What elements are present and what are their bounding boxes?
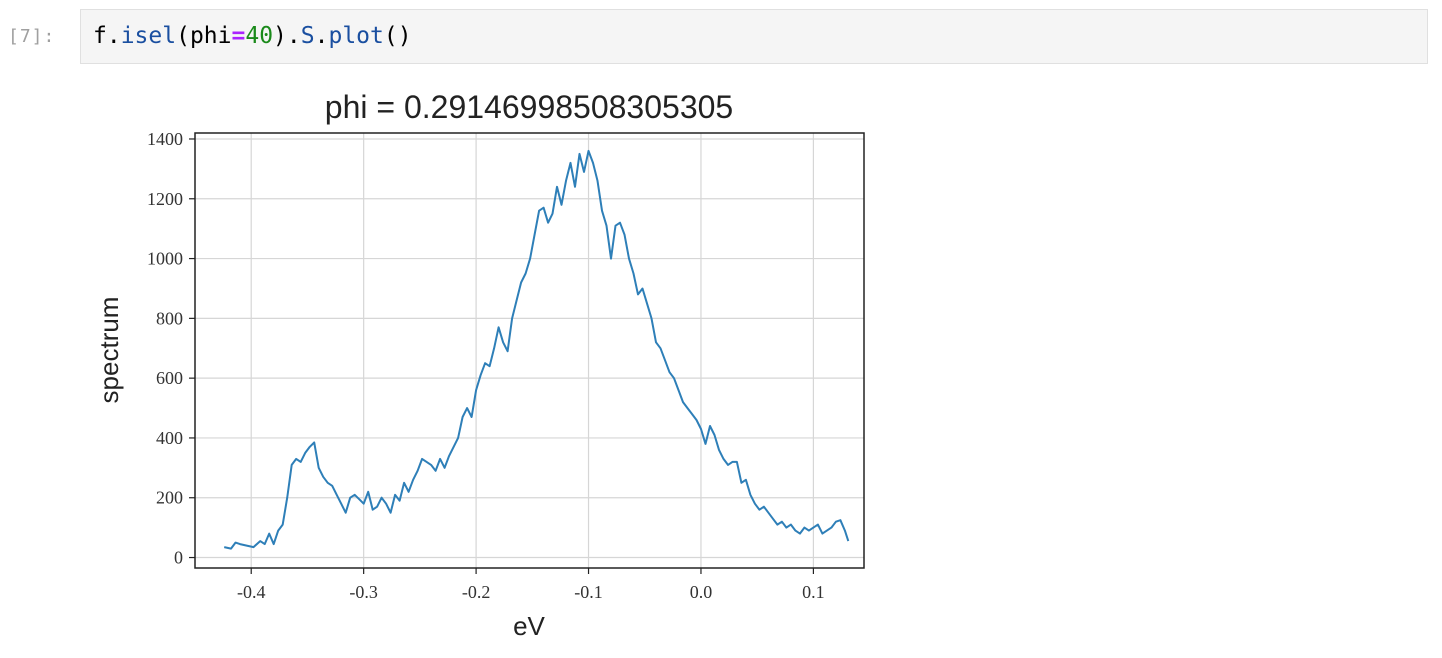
x-tick-label: -0.2 [462, 582, 491, 602]
y-tick-label: 1200 [147, 189, 183, 209]
code-token-method: isel [120, 23, 177, 49]
code-token-attribute: S [300, 23, 315, 49]
chart-title: phi = 0.29146998508305305 [325, 89, 733, 125]
execution-count: [7]: [8, 26, 56, 47]
code-token-number: 40 [245, 23, 274, 49]
plot-frame [194, 132, 865, 569]
data-series [223, 149, 850, 550]
code-token: f. [93, 23, 121, 49]
code-token-method: plot [328, 23, 384, 49]
y-tick-label: 200 [156, 488, 183, 508]
code-input-area[interactable]: f.isel(phi=40).S.plot() [80, 9, 1428, 64]
y-tick-label: 0 [174, 548, 183, 568]
grid-lines [195, 133, 864, 568]
x-axis-label: eV [513, 611, 545, 641]
y-tick-label: 1000 [147, 249, 183, 269]
x-tick-label: -0.4 [237, 582, 266, 602]
code-token: ). [273, 23, 301, 49]
y-axis-label: spectrum [94, 297, 124, 404]
y-tick-label: 800 [156, 308, 183, 328]
y-tick-label: 400 [156, 428, 183, 448]
spectrum-line-chart: phi = 0.29146998508305305 -0.4 -0.3 -0.2 -0… [94, 89, 865, 641]
cell-output: phi = 0.29146998508305305 -0.4 -0.3 -0.2 -0… [80, 78, 900, 653]
y-tick-label: 600 [156, 368, 183, 388]
code-token: (phi [176, 23, 232, 49]
x-tick-label: 0.0 [690, 582, 713, 602]
code-token: () [383, 23, 412, 49]
x-tick-label: -0.1 [574, 582, 603, 602]
x-tick-label: 0.1 [802, 582, 825, 602]
code-token: . [314, 23, 329, 49]
spectrum-line [223, 149, 850, 550]
y-tick-label: 1400 [147, 129, 183, 149]
code-token-operator: = [231, 23, 246, 49]
code-line[interactable]: f.isel(phi=40).S.plot() [93, 23, 412, 49]
axis-ticks: -0.4 -0.3 -0.2 -0.1 0.0 0.1 0 200 400 600 800 1000 1… [147, 129, 825, 602]
x-tick-label: -0.3 [349, 582, 378, 602]
